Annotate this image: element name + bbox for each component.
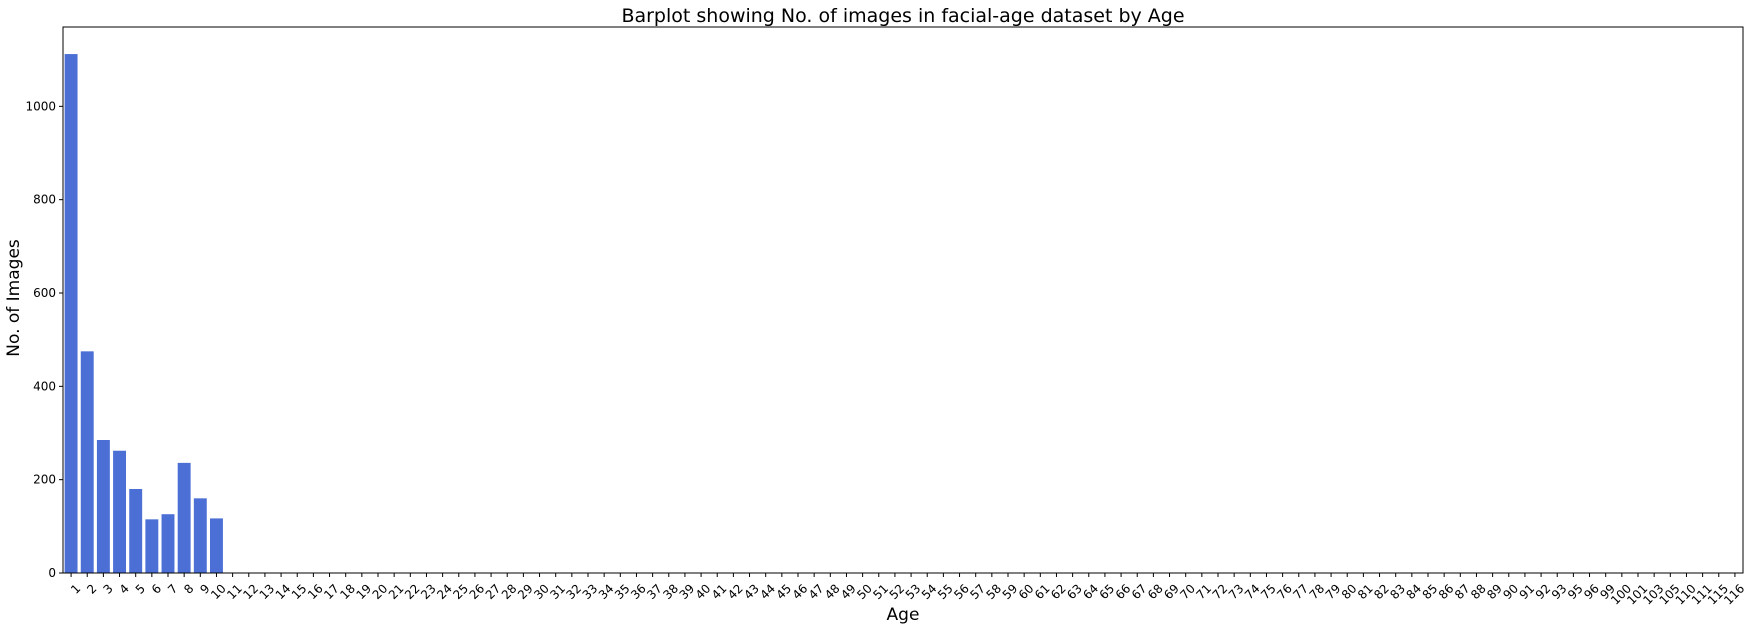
bar-age-4 xyxy=(113,450,126,573)
x-tick-label: 2 xyxy=(84,581,99,596)
bar-age-10 xyxy=(210,518,223,573)
y-tick-label: 1000 xyxy=(25,99,56,113)
bar-age-5 xyxy=(129,489,143,573)
x-tick-label: 7 xyxy=(165,581,180,596)
y-tick-label: 0 xyxy=(48,566,56,580)
x-tick-label: 6 xyxy=(149,581,164,596)
plot-frame xyxy=(62,26,1744,574)
bar-age-9 xyxy=(193,498,207,573)
bar-age-7 xyxy=(161,514,175,573)
x-tick-label: 5 xyxy=(133,581,148,596)
x-tick-label: 4 xyxy=(117,581,132,596)
bar-age-1 xyxy=(64,54,78,574)
x-tick-label: 1 xyxy=(68,581,83,596)
bars-group xyxy=(64,54,223,574)
chart-title: Barplot showing No. of images in facial-… xyxy=(621,5,1184,27)
y-axis-ticks: 0 200 400 600 800 1000 xyxy=(25,99,63,580)
y-tick-label: 800 xyxy=(33,193,56,207)
bar-age-8 xyxy=(177,462,191,573)
bar-age-2 xyxy=(80,351,94,573)
y-axis-label: No. of Images xyxy=(4,239,24,357)
y-tick-label: 400 xyxy=(33,379,56,393)
y-tick-label: 200 xyxy=(33,473,56,487)
x-tick-label: 3 xyxy=(100,581,115,596)
bar-age-6 xyxy=(145,519,159,573)
x-axis-ticks: 1 2 3 4 5 6 7 8 91011121314151617181920212223242… xyxy=(68,573,1747,608)
x-tick-label: 8 xyxy=(181,581,196,596)
bar-age-3 xyxy=(96,440,110,573)
x-axis-label: Age xyxy=(887,605,920,625)
y-tick-label: 600 xyxy=(33,286,56,300)
